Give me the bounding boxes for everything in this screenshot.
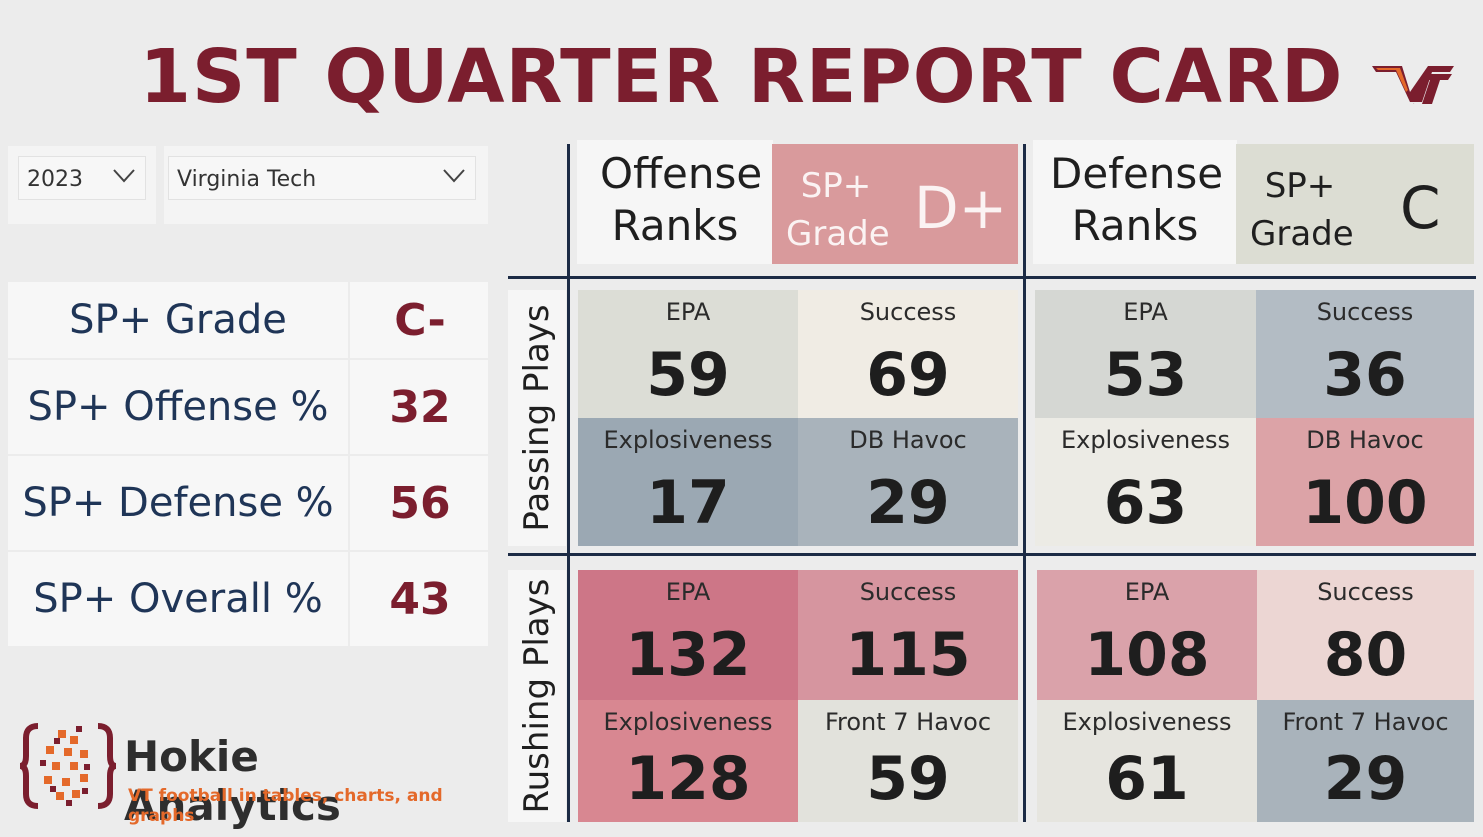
metric-value: 128 xyxy=(625,744,751,814)
metric-value: 100 xyxy=(1302,468,1428,538)
metric-cell: Explosiveness 61 xyxy=(1037,700,1257,822)
passing-plays-label: Passing Plays xyxy=(508,290,566,546)
metric-cell: EPA 59 xyxy=(578,290,798,418)
defense-ranks-heading: Defense Ranks xyxy=(1033,140,1237,264)
year-dropdown[interactable]: 2023 xyxy=(18,156,146,200)
sp-value: 43 xyxy=(389,573,451,625)
defense-grade-label: SP+ Grade xyxy=(1250,166,1354,254)
metric-label: EPA xyxy=(1123,298,1168,326)
brackets-icon xyxy=(19,723,117,809)
metric-cell: Front 7 Havoc 59 xyxy=(798,700,1018,822)
grid-divider xyxy=(567,144,570,822)
grid-divider xyxy=(1023,144,1026,822)
metric-label: Success xyxy=(859,298,957,326)
metric-cell: Success 69 xyxy=(798,290,1018,418)
metric-value: 17 xyxy=(646,468,730,538)
metric-label: Explosiveness xyxy=(1060,426,1231,454)
metric-label: Explosiveness xyxy=(603,426,773,454)
metric-value: 63 xyxy=(1103,468,1188,538)
metric-value: 29 xyxy=(866,468,950,538)
metric-value: 29 xyxy=(1323,744,1408,814)
offense-heading-text: Offense Ranks xyxy=(600,149,763,250)
sp-label: SP+ Offense % xyxy=(8,360,350,454)
chevron-down-icon xyxy=(113,169,135,183)
team-value: Virginia Tech xyxy=(177,167,317,192)
metric-value: 115 xyxy=(845,620,971,690)
offense-grade-value: D+ xyxy=(914,174,1008,242)
metric-cell: Explosiveness 63 xyxy=(1035,418,1256,546)
chevron-down-icon xyxy=(443,169,465,183)
metric-cell: EPA 132 xyxy=(578,570,798,700)
metric-cell: EPA 108 xyxy=(1037,570,1257,700)
metric-label: EPA xyxy=(665,578,711,606)
vt-logo-icon: VT xyxy=(1372,66,1454,105)
sp-label: SP+ Grade xyxy=(8,282,350,358)
metric-value: 59 xyxy=(646,340,730,410)
metric-cell: Success 80 xyxy=(1257,570,1474,700)
metric-label: EPA xyxy=(1124,578,1170,606)
rushing-plays-label: Rushing Plays xyxy=(508,570,566,822)
brand-name: Hokie Analytics xyxy=(124,732,341,830)
metric-value: 59 xyxy=(866,744,950,814)
defense-heading-text: Defense Ranks xyxy=(1050,149,1224,250)
metric-cell: Success 36 xyxy=(1256,290,1474,418)
metric-label: Front 7 Havoc xyxy=(824,708,992,736)
metric-cell: Success 115 xyxy=(798,570,1018,700)
metric-label: Front 7 Havoc xyxy=(1282,708,1449,736)
metric-label: Success xyxy=(1317,578,1414,606)
metric-cell: DB Havoc 100 xyxy=(1256,418,1474,546)
brand-tagline: VT football in tables, charts, and graph… xyxy=(128,786,443,826)
sp-row-overall: SP+ Overall % 43 xyxy=(8,552,488,648)
metric-value: 132 xyxy=(625,620,751,690)
metric-label: DB Havoc xyxy=(849,426,967,454)
filter-bar: 2023 Virginia Tech xyxy=(8,146,488,224)
metric-label: EPA xyxy=(665,298,711,326)
metric-cell: Explosiveness 17 xyxy=(578,418,798,546)
sp-row-defense: SP+ Defense % 56 xyxy=(8,456,488,552)
offense-grade-label: SP+ Grade xyxy=(786,166,890,254)
metric-label: Success xyxy=(1316,298,1414,326)
offense-grade-box: SP+ Grade D+ xyxy=(772,144,1018,264)
metric-value: 36 xyxy=(1323,340,1407,410)
metric-value: 80 xyxy=(1323,620,1408,690)
sp-value: 32 xyxy=(389,381,451,433)
brand-logo: Hokie Analytics VT football in tables, c… xyxy=(18,722,488,830)
metric-cell: DB Havoc 29 xyxy=(798,418,1018,546)
sp-label: SP+ Defense % xyxy=(8,456,350,550)
svg-text:VT: VT xyxy=(1413,103,1415,105)
grid-divider xyxy=(508,276,1476,279)
sp-value: 56 xyxy=(389,477,451,529)
metric-value: 108 xyxy=(1084,620,1210,690)
team-dropdown[interactable]: Virginia Tech xyxy=(168,156,476,200)
grid-divider xyxy=(508,553,1476,556)
metric-cell: Front 7 Havoc 29 xyxy=(1257,700,1474,822)
metric-label: Explosiveness xyxy=(1062,708,1232,736)
metric-label: Explosiveness xyxy=(603,708,773,736)
sp-value: C- xyxy=(394,294,446,346)
offense-ranks-heading: Offense Ranks xyxy=(577,140,773,264)
metric-cell: Explosiveness 128 xyxy=(578,700,798,822)
metric-value: 53 xyxy=(1103,340,1188,410)
page-title: 1ST QUARTER REPORT CARD xyxy=(139,34,1344,120)
metric-cell: EPA 53 xyxy=(1035,290,1256,418)
defense-grade-box: SP+ Grade C xyxy=(1236,144,1474,264)
sp-summary-table: SP+ Grade C- SP+ Offense % 32 SP+ Defens… xyxy=(8,282,488,648)
metric-label: Success xyxy=(859,578,957,606)
metric-label: DB Havoc xyxy=(1306,426,1424,454)
sp-row-grade: SP+ Grade C- xyxy=(8,282,488,360)
year-value: 2023 xyxy=(27,167,83,192)
defense-grade-value: C xyxy=(1400,174,1441,242)
sp-row-offense: SP+ Offense % 32 xyxy=(8,360,488,456)
metric-value: 69 xyxy=(866,340,950,410)
sp-label: SP+ Overall % xyxy=(8,552,350,646)
metric-value: 61 xyxy=(1105,744,1189,814)
